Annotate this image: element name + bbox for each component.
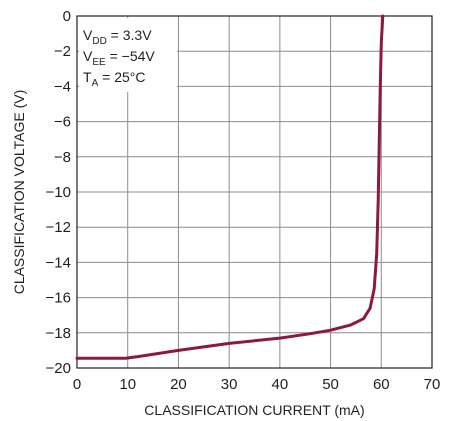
series-line [75, 14, 385, 360]
y-axis-label: CLASSIFICATION VOLTAGE (V) [11, 90, 27, 295]
x-tick-label: 0 [73, 376, 81, 393]
y-tick-label: −20 [46, 360, 71, 377]
annotation-line: VEE = −54V [83, 48, 155, 68]
y-tick-label: −8 [54, 149, 71, 166]
y-tick-label: −16 [46, 290, 71, 307]
y-tick-label: −6 [54, 114, 71, 131]
x-tick-label: 20 [170, 376, 187, 393]
plot-frame [76, 15, 433, 369]
y-tick-label: −12 [46, 219, 71, 236]
x-tick-label: 50 [322, 376, 339, 393]
y-tick-label: −18 [46, 325, 71, 342]
x-tick-labels: 0 10 20 30 40 50 60 70 [73, 376, 441, 393]
annotation-background [79, 18, 177, 92]
y-tick-label: 0 [63, 8, 71, 25]
x-axis-label: CLASSIFICATION CURRENT (mA) [144, 402, 364, 418]
x-tick-label: 60 [373, 376, 390, 393]
x-tick-label: 40 [272, 376, 289, 393]
x-tick-label: 70 [424, 376, 441, 393]
annotation-line: VDD = 3.3V [83, 27, 152, 47]
y-tick-label: −4 [54, 78, 71, 95]
x-tick-label: 30 [221, 376, 238, 393]
y-tick-label: −10 [46, 184, 71, 201]
y-tick-labels: 0 −2 −4 −6 −8 −10 −12 −14 −16 −18 −20 [46, 8, 71, 377]
y-tick-label: −14 [46, 254, 71, 271]
y-tick-label: −2 [54, 43, 71, 60]
annotation-line: TA = 25°C [83, 69, 145, 89]
x-tick-label: 10 [119, 376, 136, 393]
